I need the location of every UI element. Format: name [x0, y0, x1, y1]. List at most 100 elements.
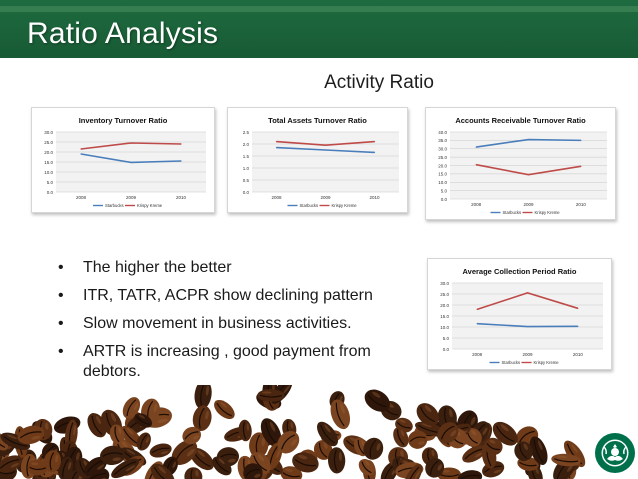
coffee-bean: [292, 452, 319, 473]
coffee-bean-body: [437, 422, 459, 444]
coffee-bean: [327, 447, 346, 474]
coffee-bean: [364, 389, 390, 412]
coffee-bean-crease: [214, 459, 229, 473]
coffee-bean-crease: [135, 416, 150, 426]
coffee-bean: [238, 419, 252, 442]
y-tick-label: 10.0: [438, 180, 447, 185]
coffee-bean-body: [184, 467, 203, 479]
coffee-bean-highlight: [290, 421, 294, 429]
coffee-bean-highlight: [120, 440, 128, 448]
coffee-bean-crease: [153, 467, 172, 479]
coffee-bean-body: [17, 425, 45, 445]
coffee-bean: [150, 463, 175, 479]
coffee-bean-body: [257, 389, 285, 402]
coffee-bean-body: [492, 421, 518, 446]
coffee-bean-highlight: [133, 402, 139, 411]
data-point-krispy-kreme: [580, 165, 582, 167]
coffee-bean-crease: [357, 439, 365, 455]
coffee-bean-crease: [151, 447, 170, 454]
coffee-bean-highlight: [537, 440, 543, 451]
coffee-bean-body: [425, 458, 445, 478]
coffee-bean-highlight: [376, 443, 381, 451]
coffee-bean: [551, 453, 582, 467]
coffee-bean: [111, 458, 139, 479]
coffee-bean: [184, 467, 203, 479]
coffee-bean-body: [249, 432, 269, 458]
bullet-list: • The higher the better • ITR, TATR, ACPR …: [58, 258, 378, 390]
coffee-bean-crease: [0, 459, 20, 469]
coffee-bean: [109, 424, 125, 444]
coffee-bean-highlight: [31, 435, 41, 440]
coffee-bean: [437, 422, 459, 444]
coffee-bean: [149, 443, 172, 458]
coffee-bean-crease: [216, 402, 232, 417]
coffee-bean-highlight: [254, 473, 261, 478]
coffee-bean-highlight: [193, 435, 200, 440]
coffee-bean-highlight: [523, 443, 528, 450]
coffee-bean-highlight: [556, 455, 568, 459]
coffee-bean-highlight: [126, 449, 136, 455]
legend-label-starbucks: Starbucks: [503, 210, 522, 215]
coffee-bean-highlight: [489, 439, 496, 444]
data-point-starbucks: [80, 153, 82, 155]
coffee-bean: [136, 432, 151, 451]
title-bar: Ratio Analysis: [0, 0, 638, 58]
coffee-bean-body: [120, 425, 142, 447]
coffee-bean-highlight: [73, 425, 76, 436]
coffee-bean-highlight: [205, 410, 209, 420]
y-tick-label: 2.5: [243, 130, 250, 135]
coffee-bean-highlight: [340, 403, 345, 414]
bullet-item: • Slow movement in business activities.: [58, 314, 378, 334]
coffee-bean: [0, 429, 9, 451]
coffee-bean-crease: [519, 461, 537, 467]
coffee-bean-highlight: [298, 454, 308, 460]
coffee-beans-image: [0, 385, 638, 479]
coffee-bean-crease: [420, 406, 436, 423]
coffee-bean-crease: [409, 436, 426, 442]
coffee-bean-crease: [396, 421, 411, 429]
legend-label-starbucks: Starbucks: [502, 360, 521, 365]
x-tick-label: 2008: [76, 195, 87, 200]
coffee-bean-body: [327, 447, 346, 474]
coffee-bean-highlight: [205, 385, 210, 396]
coffee-bean-crease: [486, 442, 501, 451]
coffee-bean-body: [416, 403, 439, 426]
coffee-bean-highlight: [471, 429, 477, 436]
data-point-krispy-kreme: [80, 148, 82, 150]
coffee-bean-highlight: [218, 458, 225, 465]
title-stripe: [0, 6, 638, 12]
coffee-bean-body: [109, 424, 125, 444]
coffee-bean-crease: [361, 461, 372, 474]
coffee-bean-highlight: [139, 414, 146, 419]
coffee-bean-highlight: [126, 428, 134, 436]
coffee-bean: [0, 432, 31, 450]
coffee-bean: [514, 441, 533, 462]
legend-label-krispy-kreme: Krispy Kreme: [535, 210, 561, 215]
y-tick-label: 10.0: [440, 325, 449, 330]
coffee-bean-highlight: [421, 423, 432, 428]
coffee-bean-highlight: [482, 427, 488, 435]
coffee-bean: [182, 426, 202, 445]
coffee-bean-crease: [282, 472, 301, 478]
coffee-bean-crease: [495, 425, 515, 443]
coffee-bean-body: [182, 426, 202, 445]
chart-title: Accounts Receivable Turnover Ratio: [455, 116, 586, 125]
coffee-bean: [313, 440, 333, 460]
bullet-item: • ARTR is increasing , good payment from …: [58, 342, 378, 382]
inventory-turnover-chart: Inventory Turnover Ratio 0.0 5.0 10.0 15.0 20…: [31, 107, 215, 213]
coffee-bean-crease: [26, 456, 31, 477]
coffee-bean-body: [280, 466, 303, 479]
starbucks-siren-logo-icon: [595, 433, 635, 473]
bullet-item: • ITR, TATR, ACPR show declining pattern: [58, 286, 378, 306]
legend-label-krispy-kreme: Krispy Kreme: [534, 360, 560, 365]
coffee-bean-highlight: [400, 449, 404, 458]
bullet-text: ARTR is increasing , good payment from d…: [83, 343, 371, 380]
data-point-krispy-kreme: [373, 141, 376, 143]
coffee-bean-crease: [281, 434, 296, 450]
coffee-bean-crease: [190, 468, 195, 479]
coffee-bean-highlight: [364, 460, 370, 466]
coffee-bean-highlight: [441, 470, 450, 473]
coffee-bean: [330, 399, 351, 430]
coffee-bean: [192, 405, 212, 432]
coffee-bean-body: [212, 456, 232, 476]
